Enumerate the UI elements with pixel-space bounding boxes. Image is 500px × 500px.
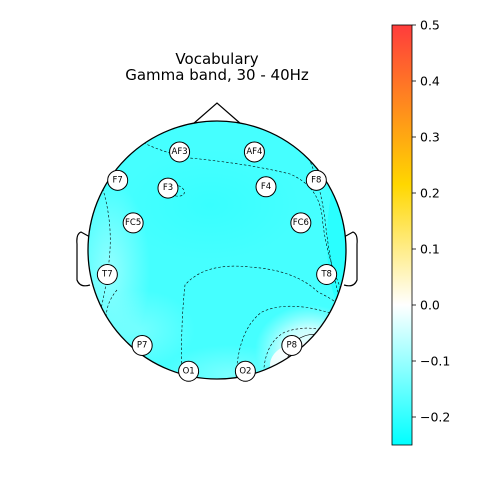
electrode-label: O1 <box>183 366 195 376</box>
contour <box>235 305 346 379</box>
colorbar-ticks: −0.2 −0.1 0.0 0.1 0.2 0.3 0.4 0.5 <box>412 18 450 425</box>
electrode-marker <box>107 169 129 191</box>
nose <box>192 102 242 125</box>
electrode-o1: O1 <box>178 360 200 382</box>
electrode-t7: T7 <box>96 264 118 286</box>
electrode-f4: F4 <box>255 176 277 198</box>
colorbar-tick-label: 0.1 <box>420 242 440 257</box>
electrode-layer: AF3 AF4 F7 F3 F4 F8 FC5 FC6 T7 T8 P7 P8 O1 O2 <box>96 141 338 382</box>
left-ear <box>76 231 91 287</box>
contour <box>105 289 118 336</box>
contour <box>94 179 111 331</box>
chart-subtitle: Gamma band, 30 - 40Hz <box>125 66 309 84</box>
electrode-f7: F7 <box>107 169 129 191</box>
electrode-fc6: FC6 <box>290 212 312 234</box>
contour <box>304 149 341 301</box>
contour <box>181 265 346 379</box>
electrode-label: AF4 <box>246 147 262 157</box>
electrode-marker <box>157 177 179 199</box>
electrode-f3: F3 <box>157 177 179 199</box>
topomap-field <box>88 121 346 379</box>
electrode-f8: F8 <box>305 169 327 191</box>
electrode-marker <box>316 264 338 286</box>
electrode-marker <box>281 334 303 356</box>
contour <box>109 121 346 309</box>
electrode-af4: AF4 <box>243 141 265 163</box>
electrode-marker <box>122 212 144 234</box>
electrode-label: F7 <box>113 175 123 185</box>
electrode-o2: O2 <box>234 360 256 382</box>
electrode-marker <box>169 141 191 163</box>
colorbar-tick-label: −0.2 <box>420 410 450 425</box>
colorbar: −0.2 −0.1 0.0 0.1 0.2 0.3 0.4 0.5 <box>391 18 450 446</box>
colorbar-tick-label: 0.4 <box>420 74 440 89</box>
colorbar-tick-label: −0.1 <box>420 354 450 369</box>
electrode-label: O2 <box>239 366 251 376</box>
electrode-label: F3 <box>163 183 173 193</box>
electrode-marker <box>243 141 265 163</box>
electrode-marker <box>131 334 153 356</box>
electrode-marker <box>96 264 118 286</box>
electrode-label: P8 <box>287 340 298 350</box>
electrode-af3: AF3 <box>169 141 191 163</box>
colorbar-gradient <box>391 24 413 446</box>
electrode-p7: P7 <box>131 334 153 356</box>
right-ear <box>343 231 358 287</box>
colorbar-tick-label: 0.3 <box>420 130 440 145</box>
electrode-marker <box>305 169 327 191</box>
electrode-marker <box>290 212 312 234</box>
electrode-label: T7 <box>101 270 113 280</box>
electrode-label: FC5 <box>125 218 141 228</box>
chart-title: Vocabulary <box>175 50 258 68</box>
electrode-marker <box>178 360 200 382</box>
electrode-label: AF3 <box>172 147 188 157</box>
electrode-label: FC6 <box>293 218 309 228</box>
electrode-marker <box>255 176 277 198</box>
colorbar-tick-label: 0.2 <box>420 186 440 201</box>
electrode-label: F4 <box>261 182 271 192</box>
electrode-label: F8 <box>311 175 321 185</box>
colorbar-tick-label: 0.5 <box>420 18 440 33</box>
electrode-label: P7 <box>137 340 148 350</box>
colorbar-tick-label: 0.0 <box>420 298 440 313</box>
electrode-marker <box>234 360 256 382</box>
electrode-p8: P8 <box>281 334 303 356</box>
electrode-label: T8 <box>320 270 332 280</box>
electrode-t8: T8 <box>316 264 338 286</box>
electrode-fc5: FC5 <box>122 212 144 234</box>
head-outline <box>87 120 347 380</box>
